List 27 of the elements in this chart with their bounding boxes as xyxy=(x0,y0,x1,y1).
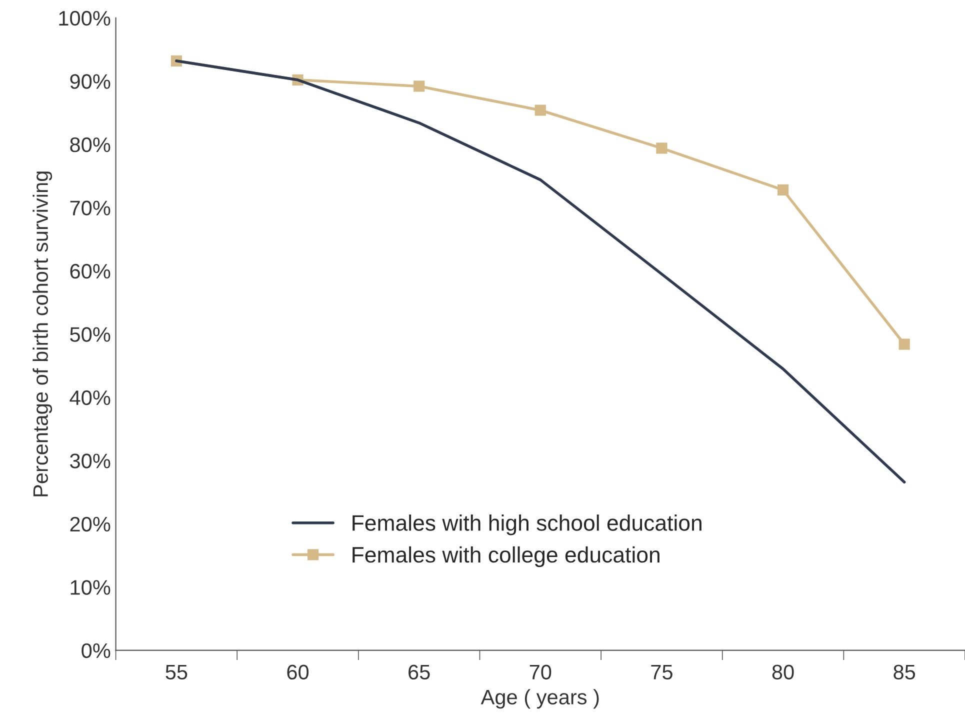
x-tick-label: 65 xyxy=(408,664,430,680)
x-axis-title: Age ( years ) xyxy=(480,689,599,709)
x-tick-label: 55 xyxy=(166,664,188,680)
legend-label: Females with college education xyxy=(352,546,660,568)
y-tick-label: 80% xyxy=(70,137,110,152)
x-tick-label: 80 xyxy=(772,664,794,680)
y-tick-label: 10% xyxy=(70,580,110,595)
y-tick-label: 60% xyxy=(70,264,110,279)
y-tick-label: 30% xyxy=(70,454,110,468)
y-tick-label: 20% xyxy=(70,516,110,532)
y-tick-label: 100% xyxy=(59,10,110,26)
point xyxy=(898,338,910,350)
y-axis-title: Percentage of birth cohort surviving xyxy=(32,172,52,496)
x-tick-label: 85 xyxy=(894,664,916,680)
x-tick-label: 60 xyxy=(287,664,309,680)
point xyxy=(656,142,668,154)
point xyxy=(777,184,789,196)
point xyxy=(414,80,425,92)
x-tick-label: 75 xyxy=(651,664,672,680)
y-tick-label: 90% xyxy=(70,74,110,89)
y-tick-label: 50% xyxy=(70,327,110,342)
legend-label: Females with high school education xyxy=(352,514,702,536)
y-tick-label: 70% xyxy=(70,200,110,216)
x-tick-label: 70 xyxy=(530,664,552,680)
y-tick-label: 40% xyxy=(70,390,110,406)
point xyxy=(534,104,546,116)
y-tick-label: 0% xyxy=(82,643,110,658)
